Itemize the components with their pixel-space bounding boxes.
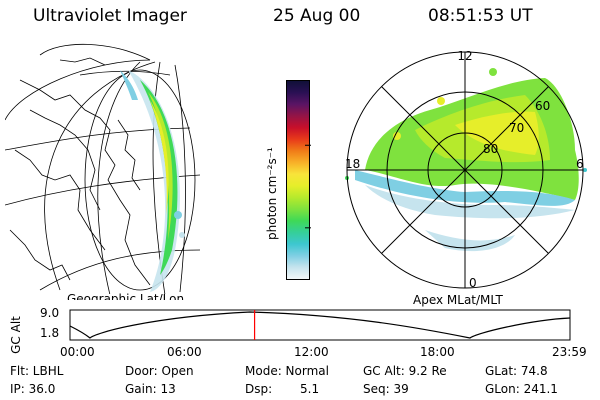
geo-map [5, 43, 201, 294]
glon-value: GLon: 241.1 [485, 382, 558, 396]
colorbar [258, 80, 310, 280]
altitude-ytick-top: 9.0 [40, 306, 59, 320]
altitude-curve [69, 311, 571, 339]
mlt-label-bottom: 0 [469, 276, 477, 290]
lat-label-70: 70 [509, 121, 524, 135]
geo-graticule [5, 43, 201, 294]
xtick-4: 23:59 [552, 345, 587, 359]
door-value: Door: Open [125, 364, 194, 378]
polar-grid [346, 51, 584, 289]
ip-value: IP: 36.0 [10, 382, 56, 396]
geo-panel-label: Geographic Lat/Lon [67, 292, 184, 300]
colorbar-scale [286, 80, 310, 280]
altitude-plot: GC Alt 9.0 1.8 00:00 06:00 12:00 18:00 2… [9, 306, 587, 359]
polar-aurora [345, 68, 587, 252]
gain-value: Gain: 13 [125, 382, 176, 396]
mlt-label-left: 18 [345, 157, 360, 171]
mlt-label-top: 12 [457, 49, 472, 63]
colorbar-tick-label-0: 100 [314, 138, 315, 152]
time-label: 08:51:53 UT [428, 6, 533, 26]
colorbar-tick-label-1: 10 [314, 221, 315, 235]
xtick-1: 06:00 [167, 345, 202, 359]
polar-image: 12 18 6 0 60 70 80 [345, 49, 587, 290]
gc-alt-value: GC Alt: 9.2 Re [363, 364, 447, 378]
colorbar-axis: photon cm⁻²s⁻¹ 100 10 [265, 138, 315, 240]
colorbar-unit-label: photon cm⁻²s⁻¹ [265, 147, 279, 240]
altitude-ylabel: GC Alt [9, 316, 23, 354]
mode-value: Mode: Normal [245, 364, 329, 378]
date-label: 25 Aug 00 [273, 6, 361, 26]
lat-label-80: 80 [483, 142, 498, 156]
geo-aurora [120, 70, 185, 292]
filter-value: Flt: LBHL [10, 364, 64, 378]
geo-coastlines [9, 57, 151, 286]
glat-value: GLat: 74.8 [485, 364, 548, 378]
xtick-3: 18:00 [420, 345, 455, 359]
altitude-ytick-bottom: 1.8 [40, 326, 59, 340]
dsp-label: Dsp: [245, 382, 273, 396]
xtick-2: 12:00 [294, 345, 329, 359]
lat-label-60: 60 [535, 99, 550, 113]
dsp-value: 5.1 [300, 382, 320, 396]
altitude-plot-frame [69, 309, 571, 341]
mlt-label-right: 6 [576, 157, 584, 171]
xtick-0: 00:00 [60, 345, 95, 359]
seq-value: Seq: 39 [363, 382, 409, 396]
instrument-title: Ultraviolet Imager [33, 6, 187, 26]
geographic-image: Geographic Lat/Lon [5, 43, 201, 300]
polar-panel-label: Apex MLat/MLT [413, 293, 503, 307]
